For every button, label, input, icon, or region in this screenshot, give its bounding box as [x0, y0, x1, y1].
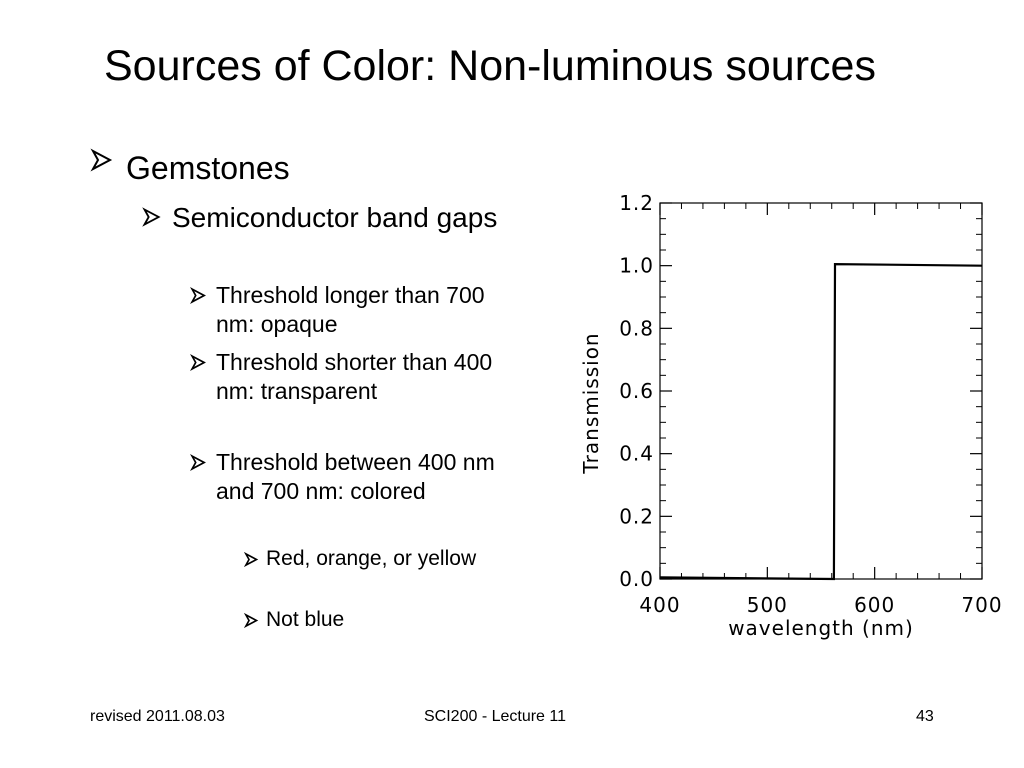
bullet-gemstones: Gemstones [90, 148, 290, 188]
tick-marks [659, 202, 983, 580]
y-tick-label: 0.2 [619, 504, 654, 528]
arrow-bullet-icon [244, 613, 266, 628]
bullet-threshold-short: Threshold shorter than 400 nm: transpare… [190, 348, 500, 406]
tick-labels: 400 500 600 700 0.0 0.2 0.4 0.6 0.8 1.0 1.2 [619, 191, 1002, 617]
footer-page-number: 43 [916, 708, 934, 725]
y-tick-label: 0.6 [619, 379, 654, 403]
arrow-bullet-icon [244, 552, 266, 567]
bullet-text: Threshold longer than 700 nm: opaque [216, 282, 485, 337]
arrow-bullet-icon [190, 454, 216, 471]
footer-revision: revised 2011.08.03 [90, 708, 225, 725]
y-axis-label: Transmission [579, 332, 603, 474]
series-line [659, 262, 983, 581]
bullet-text: Not blue [266, 608, 345, 631]
bullet-colors: Red, orange, or yellow [244, 546, 494, 572]
footer-course: SCI200 - Lecture 11 [424, 708, 567, 725]
x-tick-label: 500 [747, 593, 788, 617]
bullet-text: Gemstones [126, 150, 290, 186]
bullet-not-blue: Not blue [244, 607, 494, 633]
y-tick-label: 0.4 [619, 442, 654, 466]
x-axis-label: wavelength (nm) [728, 616, 914, 640]
y-tick-label: 0.8 [619, 316, 654, 340]
bullet-text: Red, orange, or yellow [266, 547, 477, 570]
bullet-threshold-between: Threshold between 400 nm and 700 nm: col… [190, 448, 500, 506]
plot-frame [659, 202, 983, 580]
slide-title: Sources of Color: Non-luminous sources [104, 42, 876, 90]
bullet-threshold-long: Threshold longer than 700 nm: opaque [190, 281, 500, 339]
bullet-band-gaps: Semiconductor band gaps [142, 200, 502, 235]
y-tick-label: 1.2 [619, 191, 654, 215]
bullet-text: Semiconductor band gaps [172, 202, 498, 233]
y-tick-label: 1.0 [619, 254, 654, 278]
x-tick-label: 700 [961, 593, 1002, 617]
transmission-chart: 400 500 600 700 0.0 0.2 0.4 0.6 0.8 1.0 1.2 wavele… [579, 191, 1002, 640]
arrow-bullet-icon [142, 207, 172, 227]
bullet-text: Threshold between 400 nm and 700 nm: col… [216, 449, 495, 504]
x-tick-label: 600 [854, 593, 895, 617]
arrow-bullet-icon [190, 354, 216, 371]
x-tick-label: 400 [639, 593, 680, 617]
arrow-bullet-icon [190, 287, 216, 304]
arrow-bullet-icon [90, 148, 126, 172]
bullet-text: Threshold shorter than 400 nm: transpare… [216, 349, 493, 404]
y-tick-label: 0.0 [619, 567, 654, 591]
